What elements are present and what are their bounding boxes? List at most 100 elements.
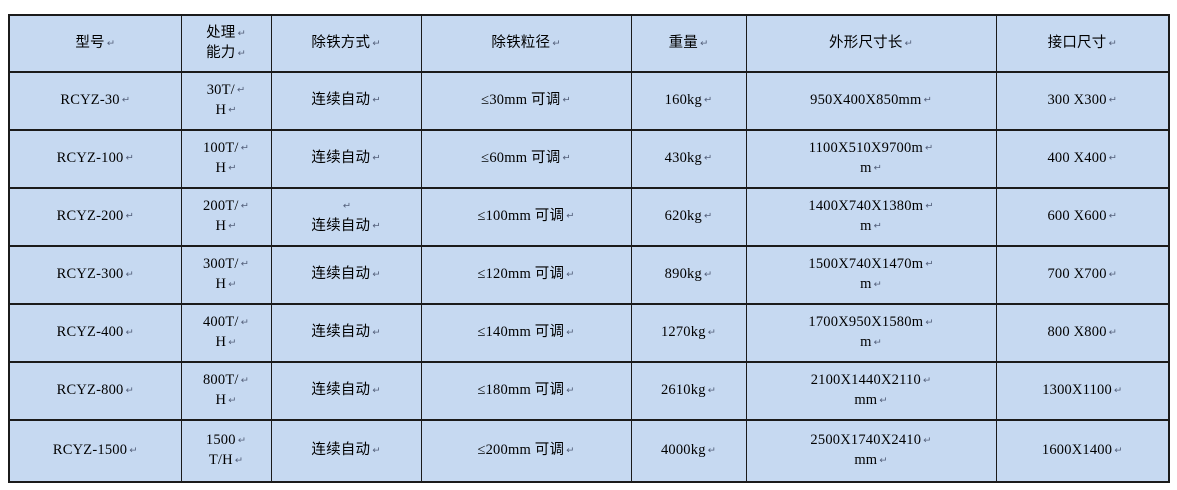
cell-lines: 2100X1440X2110 ↵ mm ↵	[747, 371, 995, 411]
text-line: RCYZ-800 ↵	[10, 381, 180, 401]
cell-lines: ≤200mm 可调 ↵	[422, 441, 630, 461]
cell-dimensions[interactable]: 950X400X850mm ↵	[745, 71, 997, 131]
cell-text: 1700X950X1580m	[808, 314, 924, 330]
cell-particle-size[interactable]: ≤120mm 可调 ↵	[420, 245, 632, 305]
cell-lines: RCYZ-100 ↵	[10, 149, 180, 169]
line-break-mark-icon: ↵	[1108, 211, 1118, 222]
line-break-mark-icon: ↵	[1108, 153, 1118, 164]
cell-text: m	[860, 160, 872, 176]
cell-method[interactable]: 连续自动 ↵	[270, 361, 422, 421]
cell-dimensions[interactable]: 1700X950X1580m ↵ m ↵	[745, 303, 997, 363]
cell-text: 700 X700	[1047, 266, 1107, 282]
text-line: m ↵	[747, 275, 995, 295]
cell-dimensions[interactable]: 1100X510X9700m ↵ m ↵	[745, 129, 997, 189]
cell-capacity[interactable]: 300T/↵ H ↵	[180, 245, 272, 305]
cell-model[interactable]: RCYZ-400 ↵	[8, 303, 182, 363]
text-line: m ↵	[747, 159, 995, 179]
cell-method[interactable]: 连续自动 ↵	[270, 419, 422, 483]
header-weight[interactable]: 重量 ↵	[630, 14, 747, 73]
cell-lines: 1100X510X9700m ↵ m ↵	[747, 139, 995, 179]
cell-dimensions[interactable]: 1400X740X1380m ↵ m ↵	[745, 187, 997, 247]
text-line: 处理 ↵	[182, 24, 270, 44]
cell-model[interactable]: RCYZ-100 ↵	[8, 129, 182, 189]
cell-model[interactable]: RCYZ-200 ↵	[8, 187, 182, 247]
cell-interface-size[interactable]: 300 X300 ↵	[995, 71, 1170, 131]
cell-text: RCYZ-800	[56, 382, 124, 398]
cell-weight[interactable]: 4000kg ↵	[630, 419, 747, 483]
line-break-mark-icon: ↵	[228, 221, 237, 232]
cell-particle-size[interactable]: ≤200mm 可调 ↵	[420, 419, 632, 483]
cell-capacity[interactable]: 100T/↵ H ↵	[180, 129, 272, 189]
cell-particle-size[interactable]: ≤100mm 可调 ↵	[420, 187, 632, 247]
cell-lines: 400T/↵ H ↵	[182, 313, 270, 353]
cell-lines: 外形尺寸长 ↵	[747, 34, 995, 54]
cell-lines: 连续自动 ↵	[272, 323, 420, 343]
header-method[interactable]: 除铁方式 ↵	[270, 14, 422, 73]
cell-weight[interactable]: 620kg ↵	[630, 187, 747, 247]
cell-model[interactable]: RCYZ-300 ↵	[8, 245, 182, 305]
line-break-mark-icon: ↵	[562, 153, 571, 164]
cell-dimensions[interactable]: 1500X740X1470m ↵ m ↵	[745, 245, 997, 305]
header-dimensions[interactable]: 外形尺寸长 ↵	[745, 14, 997, 73]
cell-interface-size[interactable]: 600 X600 ↵	[995, 187, 1170, 247]
cell-interface-size[interactable]: 400 X400 ↵	[995, 129, 1170, 189]
cell-weight[interactable]: 890kg ↵	[630, 245, 747, 305]
line-break-mark-icon: ↵	[925, 201, 934, 212]
cell-method[interactable]: ↵ 连续自动 ↵	[270, 187, 422, 247]
cell-particle-size[interactable]: ≤140mm 可调 ↵	[420, 303, 632, 363]
cell-text: ≤200mm 可调	[477, 442, 565, 458]
cell-lines: RCYZ-1500 ↵	[10, 441, 180, 461]
cell-method[interactable]: 连续自动 ↵	[270, 245, 422, 305]
cell-lines: 300T/↵ H ↵	[182, 255, 270, 295]
cell-particle-size[interactable]: ≤180mm 可调 ↵	[420, 361, 632, 421]
line-break-mark-icon: ↵	[566, 327, 575, 338]
cell-interface-size[interactable]: 1300X1100 ↵	[995, 361, 1170, 421]
line-break-mark-icon: ↵	[342, 201, 352, 212]
line-break-mark-icon: ↵	[372, 269, 381, 280]
line-break-mark-icon: ↵	[240, 201, 250, 212]
line-break-mark-icon: ↵	[1108, 38, 1117, 48]
cell-method[interactable]: 连续自动 ↵	[270, 303, 422, 363]
cell-particle-size[interactable]: ≤30mm 可调 ↵	[420, 71, 632, 131]
text-line: 能力 ↵	[182, 44, 270, 64]
cell-weight[interactable]: 2610kg ↵	[630, 361, 747, 421]
text-line: H ↵	[182, 391, 270, 411]
cell-dimensions[interactable]: 2500X1740X2410 ↵ mm ↵	[745, 419, 997, 483]
cell-particle-size[interactable]: ≤60mm 可调 ↵	[420, 129, 632, 189]
cell-capacity[interactable]: 200T/↵ H ↵	[180, 187, 272, 247]
cell-method[interactable]: 连续自动 ↵	[270, 71, 422, 131]
text-line: 1500X740X1470m ↵	[747, 255, 995, 275]
cell-text: 连续自动	[311, 382, 371, 398]
line-break-mark-icon: ↵	[372, 385, 381, 396]
cell-capacity[interactable]: 800T/↵ H ↵	[180, 361, 272, 421]
cell-lines: ≤120mm 可调 ↵	[422, 265, 630, 285]
line-break-mark-icon: ↵	[1108, 95, 1118, 106]
cell-capacity[interactable]: 400T/↵ H ↵	[180, 303, 272, 363]
text-line: m ↵	[747, 333, 995, 353]
cell-text: mm	[854, 392, 878, 408]
cell-lines: 连续自动 ↵	[272, 91, 420, 111]
cell-weight[interactable]: 160kg ↵	[630, 71, 747, 131]
cell-weight[interactable]: 1270kg ↵	[630, 303, 747, 363]
cell-model[interactable]: RCYZ-800 ↵	[8, 361, 182, 421]
cell-interface-size[interactable]: 1600X1400 ↵	[995, 419, 1170, 483]
cell-method[interactable]: 连续自动 ↵	[270, 129, 422, 189]
cell-lines: 160kg ↵	[632, 91, 745, 111]
cell-text: 890kg	[664, 266, 702, 282]
cell-interface-size[interactable]: 800 X800 ↵	[995, 303, 1170, 363]
cell-model[interactable]: RCYZ-30 ↵	[8, 71, 182, 131]
cell-interface-size[interactable]: 700 X700 ↵	[995, 245, 1170, 305]
cell-capacity[interactable]: 1500 ↵ T/H ↵	[180, 419, 272, 483]
cell-lines: 890kg ↵	[632, 265, 745, 285]
header-capacity[interactable]: 处理 ↵ 能力 ↵	[180, 14, 272, 73]
cell-capacity[interactable]: 30T/↵ H ↵	[180, 71, 272, 131]
text-line: H ↵	[182, 159, 270, 179]
header-model[interactable]: 型号 ↵	[8, 14, 182, 73]
header-interface-size[interactable]: 接口尺寸 ↵	[995, 14, 1170, 73]
cell-model[interactable]: RCYZ-1500 ↵	[8, 419, 182, 483]
cell-dimensions[interactable]: 2100X1440X2110 ↵ mm ↵	[745, 361, 997, 421]
header-particle-size[interactable]: 除铁粒径 ↵	[420, 14, 632, 73]
cell-text: H	[215, 276, 227, 292]
cell-weight[interactable]: 430kg ↵	[630, 129, 747, 189]
text-line: ≤30mm 可调 ↵	[422, 91, 630, 111]
